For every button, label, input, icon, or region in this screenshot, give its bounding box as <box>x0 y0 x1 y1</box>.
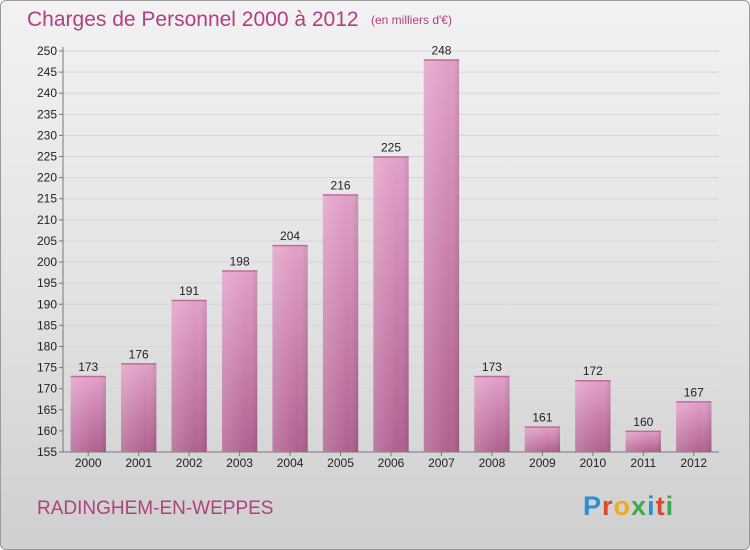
data-label: 204 <box>280 229 300 243</box>
y-tick-label: 175 <box>37 361 57 375</box>
bar-shade <box>221 270 258 452</box>
y-tick-label: 215 <box>37 192 57 206</box>
bar-group <box>272 244 308 452</box>
y-tick-label: 180 <box>37 339 57 353</box>
x-tick-label: 2010 <box>579 456 606 470</box>
x-tick-label: 2002 <box>176 456 203 470</box>
y-tick-label: 165 <box>37 403 57 417</box>
y-tick-label: 225 <box>37 150 57 164</box>
y-tick-label: 245 <box>37 65 57 79</box>
bars <box>70 59 712 453</box>
y-tick-label: 220 <box>37 171 57 185</box>
logo-letter: r <box>602 491 614 521</box>
x-tick-label: 2005 <box>327 456 354 470</box>
bar-group <box>373 156 409 453</box>
bar-group <box>625 430 661 452</box>
bar-group <box>70 375 106 452</box>
bar-shade <box>575 380 611 452</box>
bar-shade <box>171 300 207 452</box>
x-tick-label: 2012 <box>680 456 707 470</box>
x-tick-label: 2006 <box>378 456 405 470</box>
y-tick-label: 205 <box>37 234 57 248</box>
x-tick-label: 2008 <box>479 456 506 470</box>
data-label: 248 <box>431 43 451 57</box>
y-tick-label: 160 <box>37 424 57 438</box>
x-tick-label: 2000 <box>75 456 102 470</box>
y-tick-label: 170 <box>37 382 57 396</box>
data-label: 198 <box>230 254 250 268</box>
bar-group <box>121 363 157 452</box>
data-label: 191 <box>179 284 199 298</box>
y-tick-label: 195 <box>37 276 57 290</box>
y-tick-label: 190 <box>37 297 57 311</box>
data-label: 173 <box>78 360 98 374</box>
data-label: 161 <box>532 411 552 425</box>
bar-group <box>524 426 561 452</box>
labels: 155 160 165 170 175 180 185 190 195 200 205 210 215 2… <box>37 43 707 470</box>
x-tick-label: 2004 <box>277 456 304 470</box>
x-tick-label: 2009 <box>529 456 556 470</box>
bar-shade <box>676 401 712 452</box>
proxiti-logo: Proxiti <box>583 491 674 522</box>
data-label: 216 <box>331 179 351 193</box>
bar-shade <box>322 194 359 452</box>
data-label: 176 <box>129 347 149 361</box>
data-label: 160 <box>633 415 653 429</box>
bar-group <box>423 59 460 452</box>
bar-group <box>575 379 611 452</box>
bar-group <box>676 401 712 452</box>
logo-letter: i <box>647 491 656 521</box>
logo-letter: P <box>583 491 603 521</box>
y-tick-label: 235 <box>37 107 57 121</box>
y-tick-label: 250 <box>37 44 57 58</box>
bar-shade <box>70 376 106 452</box>
y-tick-label: 230 <box>37 128 57 142</box>
logo-letter: i <box>665 491 675 521</box>
data-label: 225 <box>381 141 401 155</box>
logo-letter: o <box>613 491 632 521</box>
bar-shade <box>121 363 157 452</box>
town-name: RADINGHEM-EN-WEPPES <box>37 498 274 519</box>
bar-shade <box>625 430 661 452</box>
data-label: 172 <box>583 364 603 378</box>
bar-shade <box>474 376 510 452</box>
bar-group <box>474 375 510 452</box>
y-tick-label: 155 <box>37 445 57 459</box>
bar-group <box>221 270 258 452</box>
y-tick-label: 240 <box>37 86 57 100</box>
data-label: 167 <box>684 385 704 399</box>
y-tick-label: 185 <box>37 318 57 332</box>
bar-shade <box>524 426 561 452</box>
logo-letter: t <box>655 491 666 521</box>
logo-letter: x <box>631 491 648 521</box>
bar-group <box>171 299 207 452</box>
x-tick-label: 2007 <box>428 456 455 470</box>
chart-title: Charges de Personnel 2000 à 2012 <box>27 8 359 31</box>
y-tick-label: 200 <box>37 255 57 269</box>
bar-shade <box>373 156 409 453</box>
x-tick-label: 2001 <box>125 456 152 470</box>
data-label: 173 <box>482 360 502 374</box>
x-tick-label: 2011 <box>630 456 656 470</box>
bar-shade <box>423 59 460 452</box>
x-tick-label: 2003 <box>226 456 253 470</box>
y-tick-label: 210 <box>37 213 57 227</box>
chart-subtitle: (en milliers d'€) <box>371 13 452 27</box>
bar-shade <box>272 245 308 452</box>
bar-group <box>322 194 359 452</box>
